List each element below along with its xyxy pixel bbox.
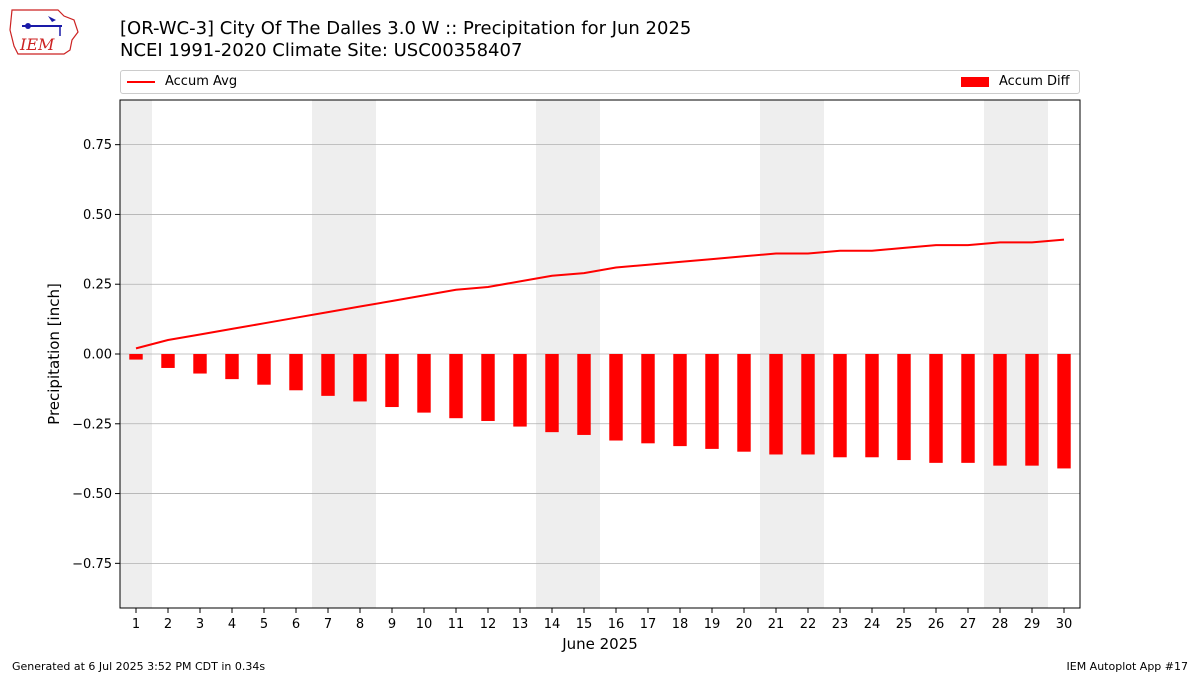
x-tick-label: 12	[480, 617, 497, 632]
bar-accum-diff	[1057, 354, 1071, 469]
bar-accum-diff	[833, 354, 847, 458]
x-tick-label: 27	[960, 617, 977, 632]
x-tick-label: 15	[576, 617, 593, 632]
y-tick-label: −0.50	[72, 487, 112, 502]
bar-accum-diff	[193, 354, 207, 374]
bar-accum-diff	[129, 354, 143, 360]
x-tick-label: 1	[132, 617, 140, 632]
x-tick-label: 28	[992, 617, 1009, 632]
x-tick-label: 3	[196, 617, 204, 632]
x-tick-label: 13	[512, 617, 529, 632]
bar-accum-diff	[961, 354, 975, 463]
bar-accum-diff	[161, 354, 175, 368]
bar-accum-diff	[1025, 354, 1039, 466]
bar-accum-diff	[385, 354, 399, 408]
legend-line-swatch	[127, 81, 155, 83]
bar-accum-diff	[257, 354, 271, 385]
x-tick-label: 9	[388, 617, 396, 632]
bar-accum-diff	[609, 354, 623, 441]
bar-accum-diff	[801, 354, 815, 455]
y-tick-label: 0.75	[83, 138, 112, 153]
bar-accum-diff	[897, 354, 911, 461]
bar-accum-diff	[321, 354, 335, 396]
bar-accum-diff	[577, 354, 591, 435]
bar-accum-diff	[513, 354, 527, 427]
y-tick-label: 0.50	[83, 208, 112, 223]
x-tick-label: 29	[1024, 617, 1041, 632]
x-tick-label: 24	[864, 617, 881, 632]
bar-accum-diff	[353, 354, 367, 402]
footer-generated: Generated at 6 Jul 2025 3:52 PM CDT in 0…	[12, 660, 266, 673]
x-tick-label: 26	[928, 617, 945, 632]
chart-title: [OR-WC-3] City Of The Dalles 3.0 W :: Pr…	[120, 18, 692, 39]
x-tick-label: 18	[672, 617, 689, 632]
x-tick-label: 4	[228, 617, 236, 632]
bar-accum-diff	[769, 354, 783, 455]
bar-accum-diff	[737, 354, 751, 452]
bar-accum-diff	[545, 354, 559, 433]
logo-text: IEM	[19, 35, 55, 54]
bar-accum-diff	[993, 354, 1007, 466]
x-tick-label: 22	[800, 617, 817, 632]
bar-accum-diff	[865, 354, 879, 458]
x-tick-label: 30	[1056, 617, 1073, 632]
x-tick-label: 2	[164, 617, 172, 632]
x-tick-label: 21	[768, 617, 785, 632]
bar-accum-diff	[705, 354, 719, 449]
x-tick-label: 8	[356, 617, 364, 632]
x-tick-label: 17	[640, 617, 657, 632]
legend: Accum Avg Accum Diff	[120, 70, 1080, 94]
x-tick-label: 5	[260, 617, 268, 632]
y-tick-label: −0.75	[72, 557, 112, 572]
legend-label-accum-diff: Accum Diff	[999, 74, 1070, 89]
x-tick-label: 16	[608, 617, 625, 632]
y-tick-label: 0.00	[83, 348, 112, 363]
bar-accum-diff	[641, 354, 655, 444]
iem-logo: IEM	[9, 9, 79, 55]
legend-bar-swatch	[961, 77, 989, 87]
bar-accum-diff	[417, 354, 431, 413]
x-tick-label: 11	[448, 617, 465, 632]
bar-accum-diff	[289, 354, 303, 391]
x-axis-label: June 2025	[561, 635, 638, 653]
x-tick-label: 14	[544, 617, 561, 632]
x-tick-label: 25	[896, 617, 913, 632]
x-tick-label: 23	[832, 617, 849, 632]
legend-label-accum-avg: Accum Avg	[165, 74, 238, 89]
y-axis-label: Precipitation [inch]	[45, 283, 63, 425]
y-tick-label: −0.25	[72, 417, 112, 432]
x-tick-label: 20	[736, 617, 753, 632]
line-accum-avg	[135, 238, 1065, 350]
x-tick-label: 7	[324, 617, 332, 632]
x-tick-label: 10	[416, 617, 433, 632]
bar-accum-diff	[929, 354, 943, 463]
bar-accum-diff	[481, 354, 495, 421]
bar-accum-diff	[225, 354, 239, 380]
x-tick-label: 19	[704, 617, 721, 632]
chart-subtitle: NCEI 1991-2020 Climate Site: USC00358407	[120, 40, 523, 61]
bar-accum-diff	[449, 354, 463, 419]
bar-accum-diff	[673, 354, 687, 447]
x-tick-label: 6	[292, 617, 300, 632]
y-tick-label: 0.25	[83, 278, 112, 293]
footer-app: IEM Autoplot App #17	[1066, 660, 1189, 673]
